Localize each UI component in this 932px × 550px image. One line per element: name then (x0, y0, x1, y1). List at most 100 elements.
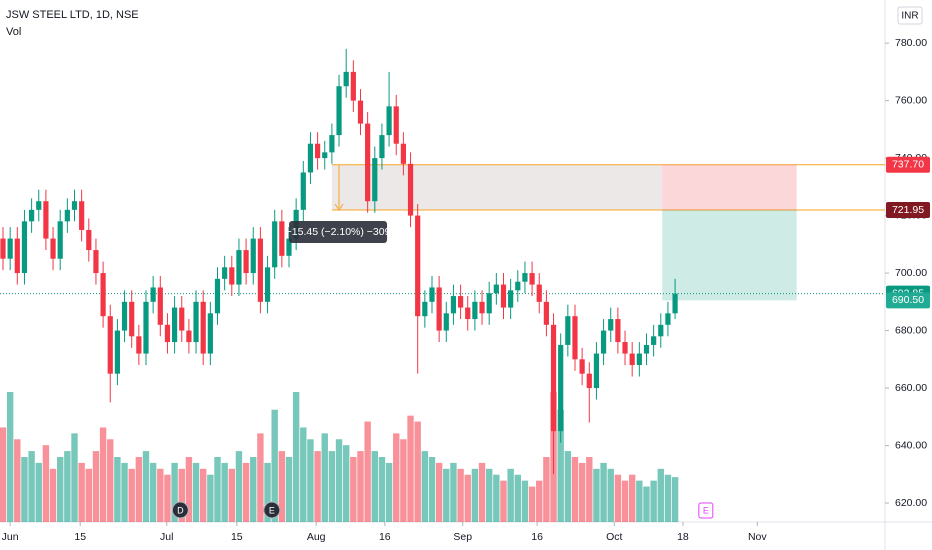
candle-body (651, 336, 657, 345)
volume-bar (493, 474, 500, 522)
candle-body (114, 330, 120, 374)
candle-body (107, 316, 113, 374)
x-tick-label: 18 (677, 531, 689, 543)
volume-bar (364, 421, 371, 522)
volume-bar (378, 457, 386, 522)
candle-body (21, 221, 28, 274)
volume-bar (536, 480, 543, 522)
candle-body (522, 273, 528, 282)
candle-body (443, 313, 449, 331)
volume-bar (607, 468, 614, 522)
candle-body (622, 342, 628, 354)
candle-body (143, 301, 149, 354)
volume-title: Vol (6, 26, 21, 38)
candle-body (665, 313, 671, 325)
candle-body (236, 250, 242, 285)
candle-body (264, 267, 271, 302)
candle-body (608, 319, 614, 331)
candle-body (572, 316, 578, 360)
candle-body (407, 163, 414, 216)
volume-bar (28, 451, 35, 522)
candle-body (314, 143, 321, 159)
candle-body (586, 373, 592, 389)
price-label: 721.95 (892, 204, 924, 216)
volume-bar (593, 468, 600, 522)
volume-bar (328, 451, 336, 522)
volume-bar (400, 439, 407, 522)
volume-bar (221, 462, 228, 522)
candle-body (372, 158, 378, 202)
event-label: E (703, 505, 709, 515)
volume-bar (307, 439, 314, 522)
volume-bar (142, 451, 150, 522)
candle-body (179, 307, 185, 331)
candle-body (465, 307, 471, 320)
x-tick-label: Jun (2, 531, 19, 543)
candle-body (336, 86, 342, 136)
candle-body (450, 296, 457, 314)
currency-box[interactable] (897, 6, 923, 25)
x-tick-label: 16 (379, 531, 391, 543)
volume-bar (85, 468, 93, 522)
volume-bar (49, 468, 57, 522)
measure-label: −15.45 (−2.10%) −309 (286, 226, 391, 238)
candle-body (14, 238, 20, 274)
position-reward (662, 209, 797, 301)
volume-bar (128, 468, 135, 522)
zone-fill (331, 164, 663, 210)
candle-body (636, 353, 642, 366)
candle-body (71, 201, 78, 210)
x-tick-label: Oct (606, 531, 622, 543)
currency[interactable]: INR (901, 11, 918, 22)
volume-bar (357, 451, 364, 522)
candle-body (307, 143, 314, 173)
volume-bar (414, 421, 421, 522)
volume-bar (300, 427, 307, 522)
volume-bar (114, 457, 121, 522)
volume-bar (321, 433, 328, 522)
volume-bar (199, 468, 207, 522)
volume-bar (664, 474, 672, 522)
candle-body (515, 281, 521, 291)
volume-bar (350, 457, 357, 522)
x-tick-label: Sep (453, 531, 472, 543)
candle-body (29, 209, 35, 222)
plot: −15.45 (−2.10%) −309 D E E (0, 48, 885, 522)
candle-body (222, 267, 228, 279)
x-tick-label: Nov (748, 531, 767, 543)
x-tick-label: Aug (307, 531, 326, 543)
volume-bar (257, 433, 264, 522)
price-label-box (886, 156, 930, 173)
candle-body (486, 293, 492, 314)
candle-body (272, 221, 278, 268)
volume-bar (621, 480, 629, 522)
candle-body (329, 135, 335, 153)
volume-bar (57, 457, 64, 522)
volume-bar (64, 451, 71, 522)
volume-bar (342, 445, 350, 522)
volume-bar (428, 457, 436, 522)
volume-bar (235, 451, 243, 522)
volume-bar (207, 474, 214, 522)
volume-bar (643, 486, 650, 522)
candle-body (615, 319, 621, 343)
candle-body (86, 229, 92, 251)
volume-bar (71, 433, 78, 522)
candle-body (157, 287, 163, 325)
candle-body (150, 287, 156, 302)
position-risk (662, 164, 797, 210)
volume-bar (371, 451, 378, 522)
volume-bar (242, 462, 250, 522)
volume-bar (214, 457, 221, 522)
volume-bar (171, 462, 178, 522)
candle-body (36, 201, 42, 210)
volume-bar (285, 457, 293, 522)
volume-bar (671, 477, 679, 522)
candle-body (379, 135, 385, 159)
volume-bar (107, 439, 114, 522)
candle-body (214, 278, 221, 314)
volume-bar (628, 474, 636, 522)
volume-bar (514, 474, 521, 522)
volume-bar (6, 392, 14, 522)
